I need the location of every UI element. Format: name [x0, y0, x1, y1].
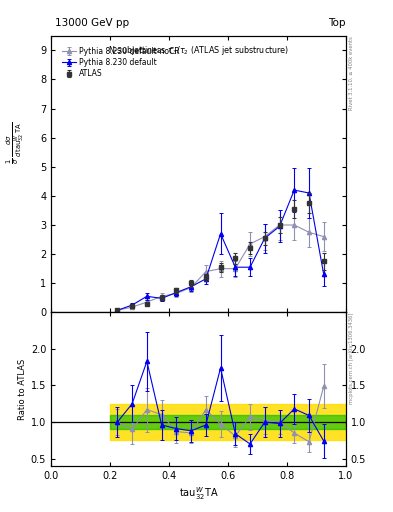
Legend: Pythia 8.230 default-noCR, Pythia 8.230 default, ATLAS: Pythia 8.230 default-noCR, Pythia 8.230 …	[61, 45, 181, 80]
Y-axis label: Ratio to ATLAS: Ratio to ATLAS	[18, 358, 27, 420]
Text: 13000 GeV pp: 13000 GeV pp	[55, 18, 129, 28]
Text: Rivet 3.1.10, ≥ 400k events: Rivet 3.1.10, ≥ 400k events	[349, 36, 354, 110]
Text: $\frac{1}{\sigma}\,\frac{d\sigma}{d\,\mathrm{tau}_{32}^{W}\,\mathrm{TA}}$: $\frac{1}{\sigma}\,\frac{d\sigma}{d\,\ma…	[4, 122, 26, 164]
Text: Top: Top	[328, 18, 346, 28]
Text: mcplots.cern.ch [arXiv:1306.3436]: mcplots.cern.ch [arXiv:1306.3436]	[349, 312, 354, 404]
Text: N-subjettiness $\tau_3/\tau_2$ (ATLAS jet substructure): N-subjettiness $\tau_3/\tau_2$ (ATLAS je…	[108, 44, 289, 57]
X-axis label: tau$_{32}^{W}$TA: tau$_{32}^{W}$TA	[179, 485, 218, 502]
